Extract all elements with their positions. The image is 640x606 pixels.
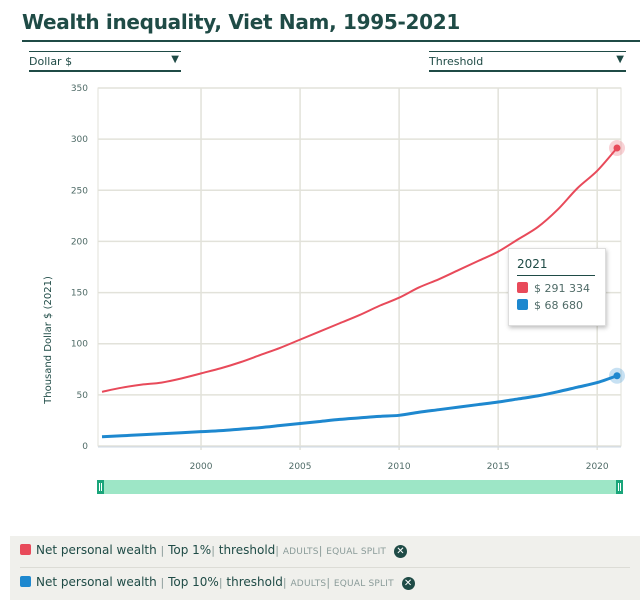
y-tick-label: 350 <box>71 84 88 94</box>
x-tick-label: 2005 <box>289 462 312 472</box>
legend-measure: threshold <box>226 575 283 589</box>
tooltip-row: $ 68 680 <box>517 299 583 312</box>
color-swatch <box>517 299 528 310</box>
y-tick-label: 300 <box>71 135 88 145</box>
legend-split: EQUAL SPLIT <box>333 579 394 589</box>
y-tick-label: 250 <box>71 186 88 196</box>
close-circle-icon[interactable]: ✕ <box>401 577 415 590</box>
legend-group: Top 1% <box>168 543 212 557</box>
color-swatch <box>517 282 528 293</box>
tooltip-value: $ 68 680 <box>534 299 583 312</box>
range-handle-end[interactable] <box>616 480 623 494</box>
y-tick-label: 150 <box>71 289 88 299</box>
legend: Net personal wealth | Top 1%| threshold|… <box>10 536 640 600</box>
y-tick-label: 50 <box>77 391 89 401</box>
legend-item: Net personal wealth | Top 10%| threshold… <box>20 572 415 592</box>
y-tick-label: 200 <box>71 237 88 247</box>
color-swatch <box>20 576 31 587</box>
series-line-top1 <box>101 147 618 393</box>
y-axis-label: Thousand Dollar $ (2021) <box>43 276 54 405</box>
caret-down-icon: ▼ <box>616 54 624 65</box>
highlight-point <box>613 144 621 152</box>
title-divider <box>22 40 640 42</box>
x-axis-ticks: 2000 2005 2010 2015 2020 <box>190 462 609 472</box>
metric-select-value: Threshold <box>429 55 484 68</box>
page-title: Wealth inequality, Viet Nam, 1995-2021 <box>22 10 460 34</box>
x-tick-label: 2000 <box>190 462 213 472</box>
tooltip-value: $ 291 334 <box>534 282 590 295</box>
series-lines <box>101 147 618 439</box>
legend-population: ADULTS <box>282 547 319 557</box>
unit-select[interactable]: Dollar $ ▼ <box>29 51 181 72</box>
x-tick-label: 2020 <box>586 462 609 472</box>
tooltip-row: $ 291 334 <box>517 282 590 295</box>
tooltip-divider <box>517 275 595 276</box>
y-tick-label: 100 <box>71 340 88 350</box>
legend-main: Net personal wealth <box>36 575 157 589</box>
legend-divider <box>20 567 630 568</box>
legend-group: Top 10% <box>168 575 219 589</box>
legend-measure: threshold <box>218 543 276 557</box>
x-tick-label: 2015 <box>487 462 510 472</box>
caret-down-icon: ▼ <box>171 54 179 65</box>
range-slider[interactable] <box>97 480 623 494</box>
legend-item: Net personal wealth | Top 1%| threshold|… <box>20 540 407 560</box>
tooltip: 2021 $ 291 334 $ 68 680 <box>508 248 606 326</box>
y-tick-label: 0 <box>82 442 88 452</box>
tooltip-year: 2021 <box>517 257 548 271</box>
range-handle-start[interactable] <box>97 480 104 494</box>
legend-main: Net personal wealth <box>36 543 157 557</box>
x-tick-label: 2010 <box>388 462 411 472</box>
y-axis-ticks: 0 50 100 150 200 250 300 350 <box>71 84 88 452</box>
highlight-point <box>613 372 621 380</box>
close-circle-icon[interactable]: ✕ <box>393 545 407 558</box>
legend-split: EQUAL SPLIT <box>326 547 387 557</box>
color-swatch <box>20 544 31 555</box>
metric-select[interactable]: Threshold ▼ <box>429 51 626 72</box>
legend-population: ADULTS <box>290 579 327 589</box>
series-line-top10 <box>101 374 618 439</box>
highlight-markers <box>609 140 625 384</box>
unit-select-value: Dollar $ <box>29 55 73 68</box>
